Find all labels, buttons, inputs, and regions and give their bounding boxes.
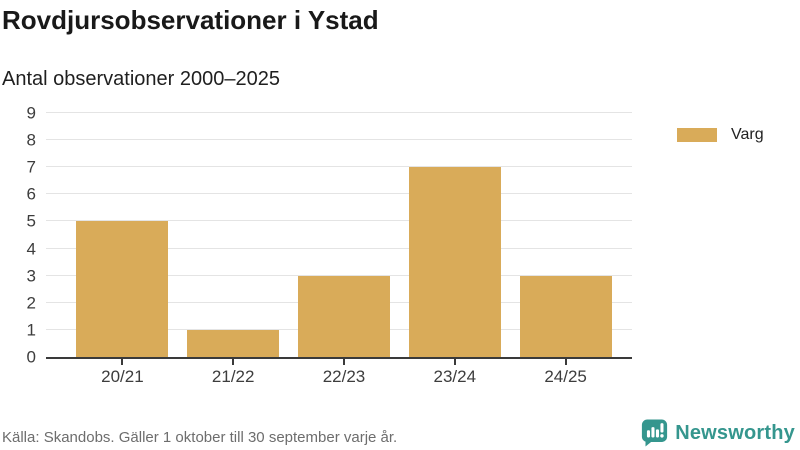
x-tick [232, 357, 235, 365]
gridline [46, 247, 632, 249]
bar-slot-21/22: 21/22 [178, 113, 289, 385]
x-tick [121, 357, 124, 365]
x-tick-label: 20/21 [101, 367, 144, 386]
chart-title: Rovdjursobservationer i Ystad [2, 5, 379, 35]
gridline [46, 274, 632, 276]
newsworthy-icon [642, 419, 668, 447]
x-tick-label: 21/22 [211, 367, 255, 386]
gridline [46, 220, 632, 222]
bar-slot-24/25: 24/25 [510, 113, 621, 385]
source-note: Källa: Skandobs. Gäller 1 oktober till 3… [2, 429, 398, 446]
y-tick-label: 4 [26, 239, 36, 259]
bar-slot-22/23: 22/23 [289, 113, 400, 385]
y-tick-label: 0 [26, 347, 36, 367]
bars-layer: 20/21 21/22 22/23 23/24 24/25 [46, 113, 632, 385]
plot-area: 0 1 2 3 4 5 6 7 8 9 20/21 21/22 22/23 23/24 24/25 [27, 105, 632, 385]
bar-slot-23/24: 23/24 [399, 113, 510, 385]
legend-swatch-varg [677, 128, 717, 142]
y-tick-label: 5 [26, 211, 36, 231]
newsworthy-logo: Newsworthy [641, 418, 795, 448]
y-tick-label: 7 [26, 157, 36, 177]
x-tick [453, 357, 456, 365]
newsworthy-wordmark: Newsworthy [675, 422, 795, 444]
gridline [46, 112, 632, 113]
x-tick [564, 357, 567, 365]
chart-subtitle: Antal observationer 2000–2025 [2, 68, 280, 90]
x-tick-label: 24/25 [544, 367, 587, 386]
y-tick-label: 2 [26, 293, 36, 313]
legend-label-varg: Varg [731, 126, 764, 143]
bar-22/23 [298, 275, 390, 357]
bar-24/25 [519, 275, 612, 357]
x-tick [342, 357, 345, 365]
y-tick-label: 9 [26, 103, 36, 123]
gridline [46, 166, 632, 168]
bar-21/22 [187, 329, 280, 357]
x-tick-label: 22/23 [322, 367, 366, 386]
y-tick-label: 8 [26, 130, 36, 150]
y-tick-label: 1 [26, 320, 36, 340]
bar-slot-20/21: 20/21 [67, 113, 178, 385]
gridline [46, 139, 632, 141]
bar-23/24 [408, 167, 501, 357]
y-tick-label: 6 [26, 184, 36, 204]
legend: Varg [677, 127, 764, 143]
bar-20/21 [76, 221, 169, 357]
y-tick-label: 3 [26, 266, 36, 286]
gridline [46, 193, 632, 195]
x-tick-label: 23/24 [433, 367, 477, 386]
